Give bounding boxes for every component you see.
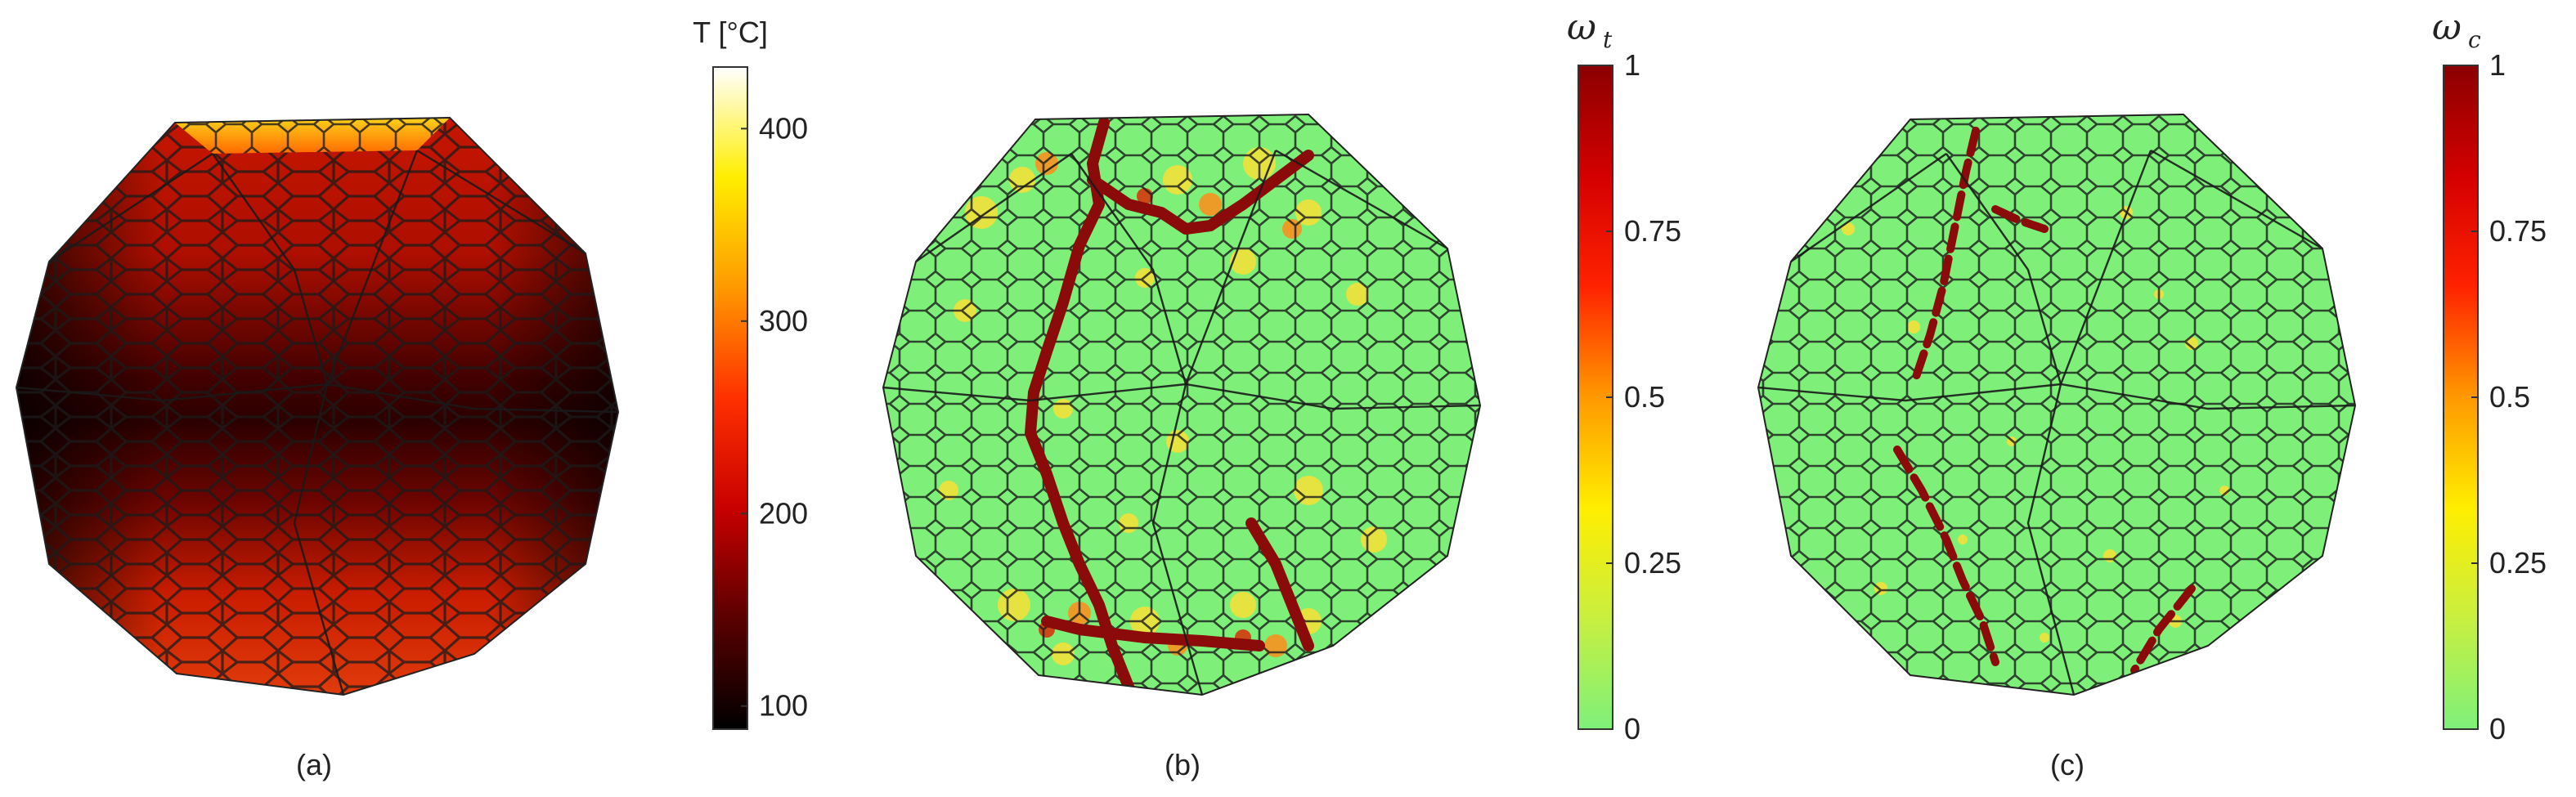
colorbar-c-tick-label: 1 — [2489, 48, 2506, 82]
colorbar-b-subscript: t — [1603, 26, 1613, 53]
colorbar-c-tick-label: 0.5 — [2489, 380, 2530, 414]
panel-a-caption: (a) — [296, 748, 332, 781]
colorbar-a — [712, 66, 748, 730]
colorbar-b-tick-label: 0.25 — [1624, 546, 1681, 580]
colorbar-c-tick-label: 0.25 — [2489, 546, 2547, 580]
colorbar-a-title: T [°C] — [693, 16, 768, 49]
colorbar-c-symbol: ω — [2432, 7, 2462, 48]
colorbar-c-subscript: c — [2468, 26, 2481, 53]
panel-a-solid — [15, 116, 620, 696]
colorbar-b-tick-label: 1 — [1624, 48, 1640, 82]
colorbar-b-symbol: ω — [1567, 7, 1596, 48]
colorbar-b-tick-label: 0.5 — [1624, 380, 1665, 414]
colorbar-a-tick-label: 300 — [759, 304, 808, 338]
colorbar-c-tick-label: 0.75 — [2489, 214, 2547, 248]
panel-c-solid — [1757, 113, 2357, 696]
colorbar-c-tick-label: 0 — [2489, 712, 2506, 746]
panel-c-crack — [1893, 127, 2196, 674]
colorbar-b-tick-label: 0 — [1624, 712, 1640, 746]
panel-b-caption: (b) — [1165, 748, 1200, 781]
panel-c-caption: (c) — [2050, 748, 2085, 781]
colorbar-a-tick-label: 200 — [759, 496, 808, 530]
colorbar-b-tick-label: 0.75 — [1624, 214, 1681, 248]
panel-b-crack — [1025, 117, 1314, 692]
colorbar-a-tick-label: 100 — [759, 689, 808, 723]
colorbar-a-tick-label: 400 — [759, 111, 808, 145]
panel-b-solid — [882, 113, 1482, 696]
